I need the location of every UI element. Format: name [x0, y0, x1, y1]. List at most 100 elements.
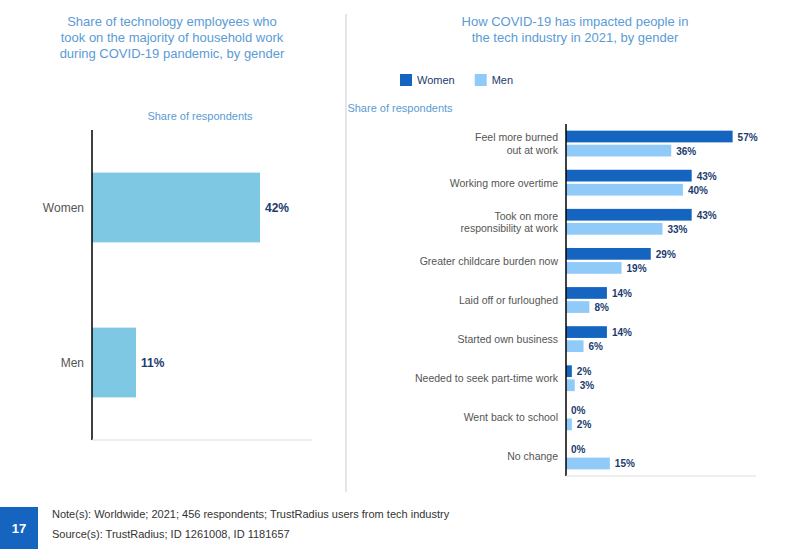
data-label: 19%: [627, 262, 647, 273]
page-number: 17: [12, 521, 26, 536]
data-label: 8%: [594, 302, 609, 313]
bar: [566, 419, 572, 431]
legend-item: Women: [400, 74, 455, 86]
data-label: 0%: [571, 405, 586, 416]
bar: [92, 173, 260, 243]
text-line: responsibility at work: [461, 222, 559, 234]
text-line: 3%: [580, 380, 595, 391]
category-label: Greater childcare burden now: [420, 255, 559, 267]
text-line: out at work: [507, 144, 559, 156]
text-line: Greater childcare burden now: [420, 255, 559, 267]
text-line: Needed to seek part-time work: [415, 372, 559, 384]
data-label: 15%: [615, 458, 635, 469]
legend-label: Women: [417, 74, 455, 86]
text-line: 36%: [676, 145, 696, 156]
data-label: 3%: [580, 380, 595, 391]
category-label: Women: [43, 201, 84, 215]
category-label: No change: [507, 450, 558, 462]
text-line: 14%: [612, 287, 632, 298]
category-label: Working more overtime: [450, 177, 558, 189]
category-label: Men: [61, 356, 84, 370]
text-line: Share of respondents: [147, 110, 253, 122]
text-line: 42%: [265, 201, 289, 215]
data-label: 36%: [676, 145, 696, 156]
data-label: 0%: [571, 444, 586, 455]
bar: [566, 209, 692, 221]
bar: [566, 184, 683, 196]
x-axis-line: [92, 440, 312, 441]
footer: 17 Note(s): Worldwide; 2021; 456 responde…: [0, 507, 450, 549]
text-line: 17: [12, 521, 26, 536]
bar: [92, 328, 136, 398]
bar: [566, 223, 662, 235]
text-line: 0%: [571, 444, 586, 455]
data-label: 42%: [265, 201, 289, 215]
bar: [566, 379, 575, 391]
text-line: 43%: [697, 209, 717, 220]
divider: [346, 14, 347, 492]
legend-swatch: [475, 74, 487, 86]
bars: [566, 131, 733, 470]
data-label: 43%: [697, 170, 717, 181]
legend-item: Men: [475, 74, 513, 86]
text-line: Went back to school: [464, 411, 558, 423]
text-line: Women: [43, 201, 84, 215]
x-axis-line: [566, 476, 756, 477]
chart-subtitle: Share of respondents: [347, 102, 453, 114]
text-line: Started own business: [458, 333, 558, 345]
category-label: Took on moreresponsibility at work: [461, 210, 559, 235]
note: Note(s): Worldwide; 2021; 456 respondent…: [52, 508, 450, 520]
data-label: 14%: [612, 327, 632, 338]
text-line: 0%: [571, 405, 586, 416]
bar: [566, 248, 651, 260]
page-box: [0, 507, 38, 549]
category-label: Feel more burnedout at work: [475, 131, 559, 156]
y-axis-line: [91, 130, 93, 440]
data-label: 33%: [667, 223, 687, 234]
text-line: 57%: [738, 131, 758, 142]
text-line: Took on more: [494, 210, 558, 222]
legend-label: Men: [492, 74, 513, 86]
text-line: 43%: [697, 170, 717, 181]
text-line: Laid off or furloughed: [459, 294, 558, 306]
text-line: Women: [417, 74, 455, 86]
data-label: 6%: [589, 341, 604, 352]
bar: [566, 365, 572, 377]
chart-panel: Share of technology employees whotook on…: [43, 14, 312, 440]
text-line: Men: [61, 356, 84, 370]
text-line: 15%: [615, 458, 635, 469]
chart-title: Share of technology employees whotook on…: [60, 14, 285, 61]
bars: [92, 173, 260, 398]
text-line: 33%: [667, 223, 687, 234]
data-label: 29%: [656, 248, 676, 259]
text-line: Working more overtime: [450, 177, 558, 189]
text-line: 11%: [141, 356, 165, 370]
bar: [566, 262, 622, 274]
data-label: 57%: [738, 131, 758, 142]
data-label: 14%: [612, 287, 632, 298]
text-line: 6%: [589, 341, 604, 352]
bar: [566, 458, 610, 470]
bar: [566, 301, 589, 313]
bar: [566, 326, 607, 338]
category-label: Started own business: [458, 333, 558, 345]
chart-subtitle: Share of respondents: [147, 110, 253, 122]
text-line: How COVID-19 has impacted people in: [462, 14, 689, 29]
text-line: during COVID-19 pandemic, by gender: [60, 46, 285, 61]
data-label: 40%: [688, 184, 708, 195]
text-line: 19%: [627, 262, 647, 273]
category-label: Needed to seek part-time work: [415, 372, 559, 384]
bar: [566, 340, 584, 352]
text-line: Source(s): TrustRadius; ID 1261008, ID 1…: [52, 528, 290, 540]
y-axis-line: [565, 124, 567, 476]
text-line: 8%: [594, 302, 609, 313]
figure: Share of technology employees whotook on…: [0, 0, 796, 549]
data-label: 2%: [577, 419, 592, 430]
bar: [566, 170, 692, 182]
data-label: 43%: [697, 209, 717, 220]
bar: [566, 131, 733, 143]
legend-swatch: [400, 74, 412, 86]
text-line: 40%: [688, 184, 708, 195]
bar: [566, 145, 671, 157]
text-line: took on the majority of household work: [61, 30, 284, 45]
